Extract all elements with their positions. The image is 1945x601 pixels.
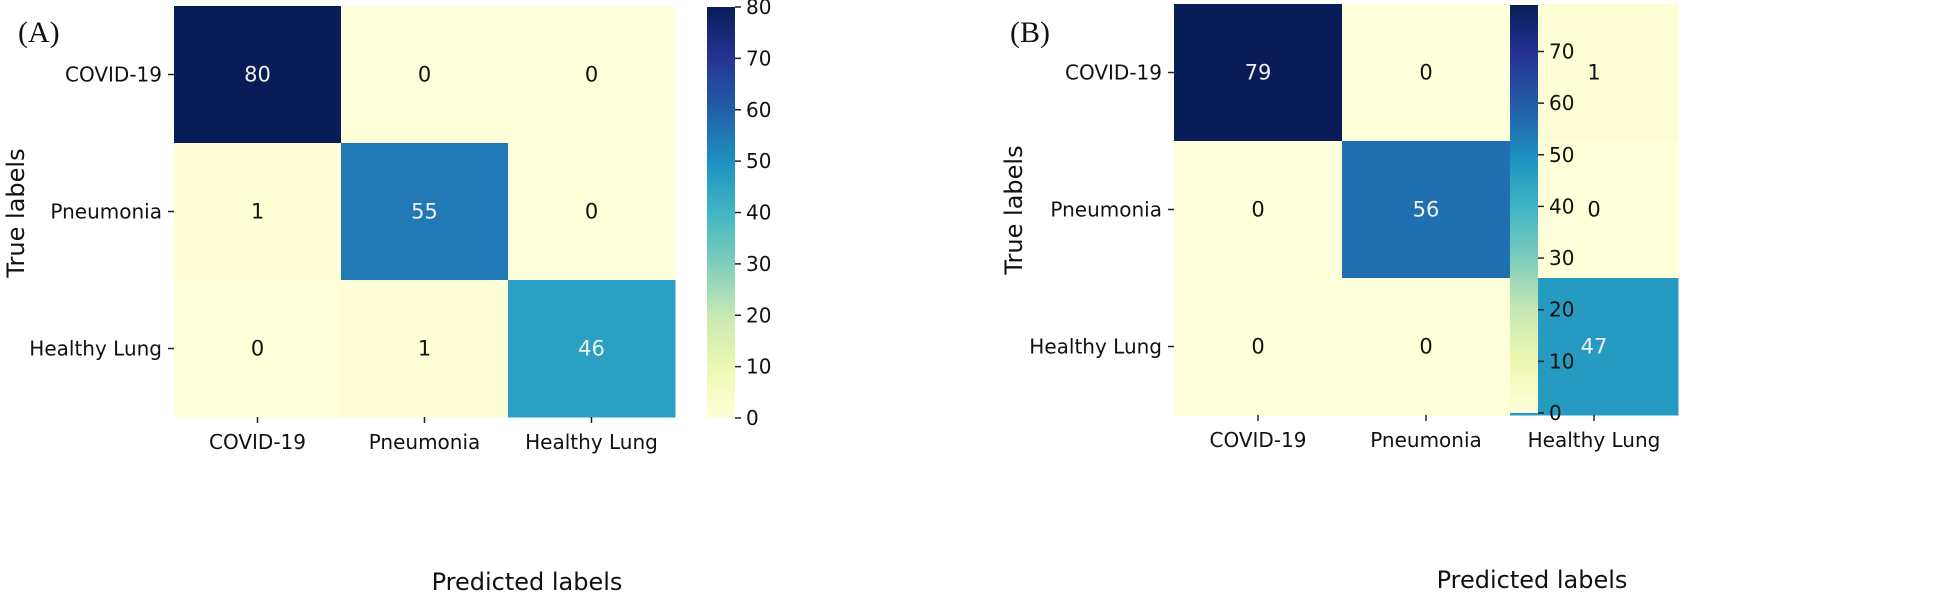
colorbar-tick-label: 30 [1549, 246, 1574, 270]
row-label-a: Pneumonia [50, 200, 162, 224]
row-label-a: COVID-19 [65, 63, 162, 87]
col-labels-a: COVID-19 Pneumonia Healthy Lung [209, 417, 658, 454]
colorbar-tick-label: 20 [746, 303, 771, 327]
col-label-b: COVID-19 [1209, 428, 1306, 452]
heatmap-cell [1510, 141, 1679, 279]
col-label-b: Healthy Lung [1528, 428, 1661, 452]
x-axis-label-b: Predicted labels [1437, 566, 1628, 594]
colorbar-tick-label: 60 [746, 98, 771, 122]
cell-value: 56 [1413, 198, 1440, 222]
colorbar-tick-label: 0 [1549, 401, 1562, 425]
heatmap-cells-a: 80 0 0 1 55 0 0 1 46 [174, 6, 676, 418]
col-label-a: Pneumonia [369, 430, 481, 454]
heatmap-cell [1174, 278, 1343, 416]
panel-label-a: (A) [18, 16, 60, 49]
heatmap-cell [508, 280, 676, 418]
heatmap-cell [341, 6, 509, 144]
cell-value: 0 [1419, 335, 1432, 359]
colorbar-tick-label: 20 [1549, 298, 1574, 322]
panel-label-b: (B) [1010, 16, 1050, 49]
y-axis-label-b: True labels [1000, 145, 1028, 275]
colorbar-tick-label: 40 [1549, 194, 1574, 218]
colorbar-tick-label: 50 [1549, 143, 1574, 167]
colorbar-tick-label: 30 [746, 252, 771, 276]
heatmap-cell [1342, 141, 1511, 279]
heatmap-cells-b: 79 0 10 56 00 0 47 [1174, 4, 1679, 416]
cell-value: 0 [418, 63, 431, 87]
row-label-b: Healthy Lung [1029, 335, 1162, 359]
colorbar-tick-label: 50 [746, 149, 771, 173]
cell-value: 0 [1251, 198, 1264, 222]
heatmap-cell [341, 143, 509, 281]
cell-value: 46 [578, 337, 605, 361]
cell-value: 0 [1419, 61, 1432, 85]
colorbar-tick-label: 40 [746, 201, 771, 225]
row-labels-a: COVID-19 Pneumonia Healthy Lung [29, 63, 174, 361]
colorbar-gradient [1510, 5, 1538, 413]
colorbar-tick-label: 70 [1549, 39, 1574, 63]
col-label-a: COVID-19 [209, 430, 306, 454]
heatmap-cell [1342, 4, 1511, 142]
confusion-matrix-b: (B) 79 0 10 56 00 0 47 COVID-19PneumoniaHealth… [1000, 4, 1679, 594]
colorbar-a: 0 10 20 30 40 50 60 70 80 [707, 0, 771, 430]
cell-value: 1 [251, 200, 264, 224]
cell-value: 0 [1251, 335, 1264, 359]
row-label-b: Pneumonia [1050, 198, 1162, 222]
heatmap-cell [174, 280, 342, 418]
colorbar-gradient [707, 7, 735, 418]
heatmap-cell [1510, 4, 1679, 142]
col-label-b: Pneumonia [1370, 428, 1482, 452]
colorbar-tick-label: 60 [1549, 91, 1574, 115]
row-label-b: COVID-19 [1065, 61, 1162, 85]
cell-value: 0 [251, 337, 264, 361]
heatmap-cell [508, 6, 676, 144]
heatmap-cell [174, 143, 342, 281]
cell-value: 80 [244, 63, 271, 87]
colorbar-b: 0 10 20 30 40 50 60 70 [1510, 5, 1574, 425]
row-label-a: Healthy Lung [29, 337, 162, 361]
col-label-a: Healthy Lung [525, 430, 658, 454]
heatmap-cell [341, 280, 509, 418]
cell-value: 55 [411, 200, 438, 224]
cell-value: 47 [1581, 335, 1608, 359]
colorbar-tick-label: 80 [746, 0, 771, 19]
heatmap-cell [1342, 278, 1511, 416]
heatmap-cell [1174, 141, 1343, 279]
cell-value: 79 [1245, 61, 1272, 85]
cell-value: 0 [585, 200, 598, 224]
heatmap-cell [508, 143, 676, 281]
x-axis-label-a: Predicted labels [432, 568, 623, 596]
col-labels-b: COVID-19 Pneumonia Healthy Lung [1209, 415, 1660, 452]
y-axis-label-a: True labels [2, 148, 30, 278]
colorbar-tick-label: 10 [746, 355, 771, 379]
confusion-matrix-a: (A) 80 0 0 1 55 0 0 1 46 COVID-19 Pneumonia Health… [2, 0, 771, 596]
colorbar-tick-label: 70 [746, 46, 771, 70]
colorbar-tick-label: 10 [1549, 349, 1574, 373]
heatmap-cell [1510, 278, 1679, 416]
colorbar-tick-label: 0 [746, 406, 759, 430]
heatmap-cell [1174, 4, 1343, 142]
row-labels-b: COVID-19 Pneumonia Healthy Lung [1029, 61, 1174, 359]
cell-value: 1 [1587, 61, 1600, 85]
cell-value: 0 [1587, 198, 1600, 222]
cell-value: 1 [418, 337, 431, 361]
cell-value: 0 [585, 63, 598, 87]
heatmap-cell [174, 6, 342, 144]
